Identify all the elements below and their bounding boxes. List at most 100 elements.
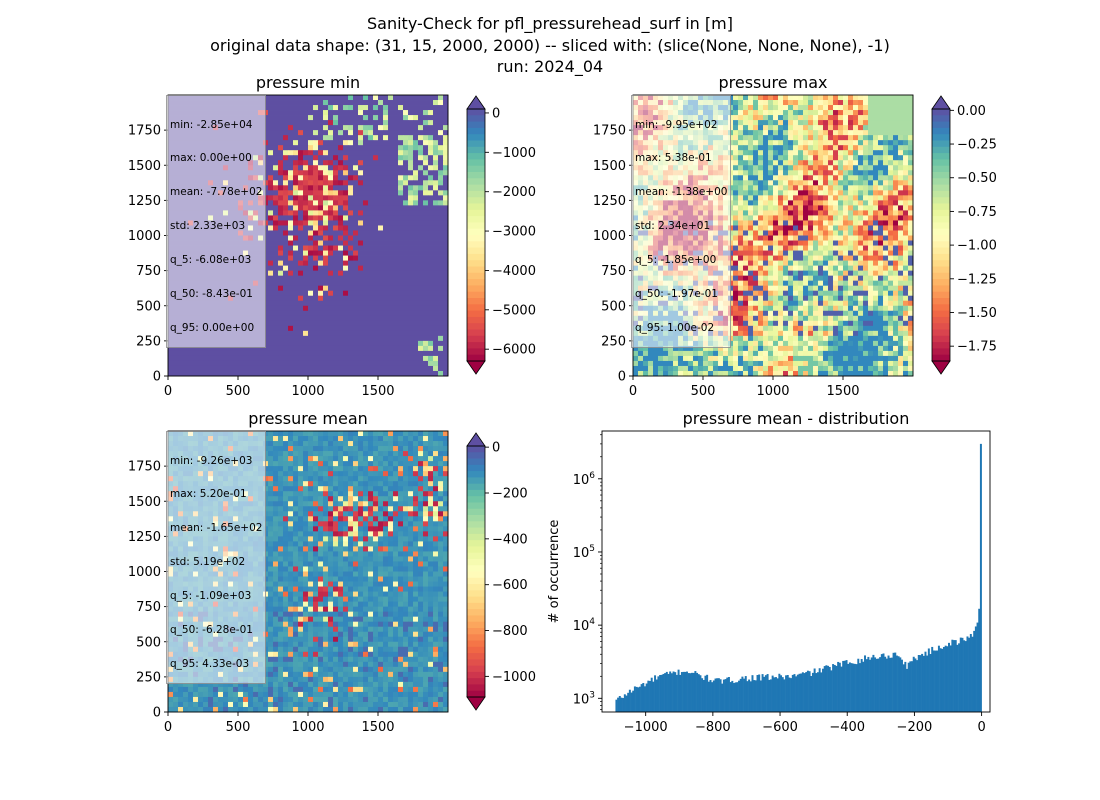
heatmap-cell [333, 290, 339, 297]
heatmap-cell [373, 150, 379, 156]
heatmap-cell [433, 355, 439, 362]
heatmap-cell [178, 360, 184, 367]
heatmap-cell [368, 165, 374, 171]
heatmap-cell [898, 110, 904, 116]
heatmap-cell [768, 215, 774, 221]
heatmap-cell [873, 155, 879, 161]
heatmap-cell [438, 280, 444, 287]
heatmap-cell [798, 105, 804, 111]
heatmap-cell [433, 125, 439, 131]
heatmap-cell [433, 365, 439, 372]
heatmap-cell [868, 115, 874, 121]
heatmap-cell [418, 240, 424, 246]
heatmap-cell [428, 255, 434, 261]
heatmap-cell [388, 250, 394, 256]
heatmap-cell [318, 200, 324, 206]
heatmap-cell [318, 355, 324, 362]
colorbar-segment [467, 323, 485, 330]
heatmap-cell [403, 165, 409, 171]
heatmap-cell [893, 145, 899, 151]
heatmap-cell [283, 135, 289, 141]
heatmap-cell [403, 320, 409, 327]
heatmap-cell [398, 135, 404, 141]
heatmap-cell [743, 110, 749, 116]
heatmap-cell [413, 325, 419, 332]
heatmap-cell [793, 245, 799, 251]
heatmap-cell [248, 350, 254, 357]
heatmap-cell [398, 125, 404, 131]
heatmap-cell [433, 315, 439, 322]
heatmap-cell [753, 230, 759, 236]
heatmap-cell [293, 255, 299, 261]
heatmap-cell [828, 220, 834, 226]
heatmap-cell [763, 130, 769, 136]
heatmap-cell [283, 150, 289, 156]
heatmap-cell [278, 145, 284, 151]
heatmap-cell [288, 295, 294, 302]
heatmap-cell [343, 255, 349, 261]
heatmap-cell [378, 210, 384, 216]
heatmap-cell [743, 165, 749, 171]
heatmap-cell [773, 130, 779, 136]
heatmap-cell [408, 300, 414, 307]
heatmap-cell [403, 355, 409, 362]
heatmap-cell [353, 150, 359, 156]
heatmap-cell [328, 135, 334, 141]
heatmap-cell [408, 220, 414, 226]
heatmap-cell [763, 245, 769, 251]
heatmap-cell [433, 290, 439, 297]
heatmap-cell [748, 115, 754, 121]
heatmap-cell [383, 240, 389, 246]
heatmap-cell [883, 195, 889, 201]
heatmap-cell [773, 245, 779, 251]
heatmap-cell [738, 170, 744, 176]
heatmap-cell [388, 355, 394, 362]
heatmap-cell [403, 125, 409, 131]
heatmap-cell [418, 325, 424, 332]
heatmap-cell [788, 115, 794, 121]
heatmap-cell [293, 330, 299, 337]
heatmap-cell [348, 140, 354, 146]
heatmap-cell [388, 290, 394, 297]
heatmap-cell [388, 260, 394, 267]
heatmap-cell [748, 250, 754, 256]
heatmap-cell [268, 145, 274, 151]
heatmap-cell [343, 190, 349, 196]
heatmap-cell [813, 135, 819, 141]
heatmap-cell [883, 145, 889, 151]
heatmap-cell [413, 195, 419, 201]
heatmap-cell [343, 160, 349, 166]
heatmap-cell [893, 190, 899, 196]
heatmap-cell [783, 235, 789, 241]
heatmap-cell [393, 180, 399, 186]
heatmap-cell [818, 150, 824, 156]
heatmap-cell [338, 270, 344, 277]
heatmap-cell [778, 180, 784, 186]
heatmap-cell [758, 135, 764, 141]
heatmap-cell [768, 190, 774, 196]
heatmap-cell [788, 150, 794, 156]
heatmap-cell [803, 170, 809, 176]
heatmap-cell [423, 180, 429, 186]
heatmap-cell [848, 190, 854, 196]
heatmap-cell [283, 145, 289, 151]
heatmap-cell [413, 145, 419, 151]
heatmap-cell [303, 120, 309, 126]
heatmap-cell [268, 265, 274, 272]
heatmap-cell [333, 275, 339, 282]
heatmap-cell [853, 220, 859, 226]
heatmap-cell [798, 160, 804, 166]
heatmap-cell [823, 100, 829, 106]
heatmap-cell [303, 270, 309, 277]
heatmap-cell [783, 105, 789, 111]
heatmap-cell [308, 250, 314, 256]
heatmap-cell [903, 200, 909, 206]
heatmap-cell [408, 345, 414, 352]
heatmap-cell [908, 200, 914, 206]
heatmap-cell [398, 310, 404, 317]
heatmap-cell [268, 275, 274, 282]
heatmap-cell [333, 95, 339, 101]
heatmap-cell [273, 355, 279, 362]
heatmap-cell [328, 255, 334, 261]
heatmap-cell [363, 255, 369, 261]
